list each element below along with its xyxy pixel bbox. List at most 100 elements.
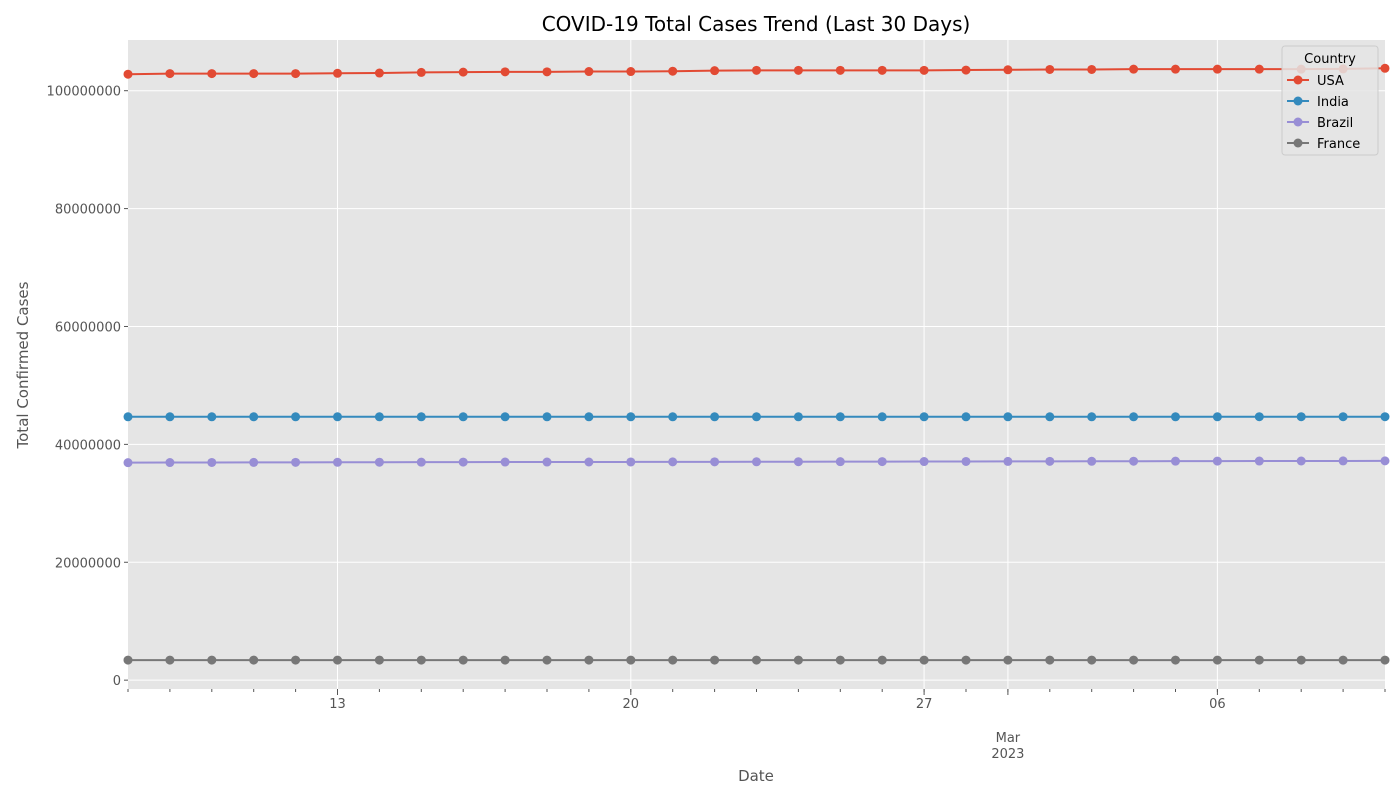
- data-point: [1129, 412, 1139, 422]
- data-point: [1338, 456, 1348, 466]
- data-point: [500, 655, 510, 665]
- data-point: [207, 655, 217, 665]
- data-point: [1003, 655, 1013, 665]
- data-point: [835, 457, 845, 467]
- data-point: [333, 655, 342, 665]
- legend-label: India: [1317, 95, 1349, 110]
- data-point: [1212, 412, 1222, 422]
- data-point: [249, 412, 259, 422]
- data-point: [542, 412, 552, 422]
- data-point: [249, 655, 259, 665]
- data-point: [249, 69, 259, 79]
- data-point: [668, 66, 678, 76]
- x-tick-label: 27: [916, 697, 933, 712]
- data-point: [123, 412, 133, 422]
- y-tick-label: 20000000: [55, 556, 121, 571]
- series-france: [123, 655, 1390, 665]
- data-point: [207, 412, 217, 422]
- data-point: [374, 457, 384, 467]
- data-point: [668, 457, 678, 467]
- legend-item-france: France: [1287, 137, 1360, 152]
- data-point: [793, 412, 803, 422]
- data-point: [291, 655, 301, 665]
- x-tick-label: Mar: [996, 731, 1021, 746]
- y-tick-label: 80000000: [55, 203, 121, 218]
- series-india: [123, 412, 1390, 422]
- data-point: [374, 655, 384, 665]
- legend-item-usa: USA: [1287, 74, 1344, 89]
- data-point: [1129, 655, 1139, 665]
- data-point: [793, 457, 803, 467]
- grid-lines: [128, 40, 1385, 689]
- data-point: [1212, 64, 1222, 74]
- x-tick-label: 06: [1209, 697, 1226, 712]
- data-point: [500, 67, 510, 77]
- data-point: [1254, 655, 1264, 665]
- data-point: [919, 65, 929, 75]
- data-point: [626, 655, 636, 665]
- data-point: [877, 412, 887, 422]
- data-point: [1380, 655, 1390, 665]
- legend-marker: [1293, 96, 1303, 106]
- data-point: [1045, 64, 1055, 74]
- data-point: [165, 458, 175, 468]
- data-point: [835, 65, 845, 75]
- data-point: [1254, 64, 1264, 74]
- data-point: [542, 457, 552, 467]
- data-point: [333, 68, 342, 78]
- data-point: [1212, 456, 1222, 466]
- data-point: [835, 655, 845, 665]
- data-point: [584, 457, 594, 467]
- plot-area: [128, 40, 1385, 689]
- y-tick-label: 60000000: [55, 320, 121, 335]
- series-brazil: [123, 456, 1390, 468]
- data-point: [1003, 412, 1013, 422]
- legend-item-brazil: Brazil: [1287, 116, 1353, 131]
- data-point: [1296, 412, 1306, 422]
- data-point: [1129, 64, 1139, 74]
- data-point: [1087, 412, 1097, 422]
- data-point: [710, 412, 720, 422]
- data-point: [458, 655, 468, 665]
- legend-items: USA India Brazil France: [1287, 74, 1360, 152]
- data-point: [626, 67, 636, 77]
- data-point: [919, 457, 929, 467]
- data-point: [1380, 412, 1390, 422]
- data-point: [165, 69, 175, 79]
- x-axis-label: Date: [738, 767, 774, 785]
- data-point: [1296, 655, 1306, 665]
- data-point: [710, 66, 720, 76]
- data-point: [374, 68, 384, 78]
- legend-item-india: India: [1287, 95, 1349, 110]
- x-tick-sublabel: 2023: [991, 747, 1024, 762]
- legend-title: Country: [1304, 52, 1356, 67]
- data-point: [1380, 63, 1390, 73]
- data-point: [1296, 456, 1306, 466]
- data-point: [416, 655, 426, 665]
- data-point: [291, 457, 301, 467]
- data-point: [123, 655, 133, 665]
- data-point: [877, 655, 887, 665]
- y-tick-label: 0: [113, 674, 121, 689]
- data-point: [668, 655, 678, 665]
- data-point: [458, 457, 468, 467]
- data-point: [835, 412, 845, 422]
- x-tick-label: 13: [329, 697, 346, 712]
- y-tick-label: 40000000: [55, 438, 121, 453]
- data-point: [458, 67, 468, 77]
- data-point: [1212, 655, 1222, 665]
- data-point: [710, 457, 720, 467]
- data-point: [793, 65, 803, 75]
- data-point: [793, 655, 803, 665]
- y-tick-label: 100000000: [47, 85, 121, 100]
- data-point: [877, 457, 887, 467]
- legend-label: France: [1317, 137, 1360, 152]
- data-point: [961, 65, 971, 75]
- data-point: [1254, 412, 1264, 422]
- data-point: [207, 69, 217, 79]
- data-point: [374, 412, 384, 422]
- data-point: [416, 67, 426, 77]
- data-point: [752, 655, 761, 665]
- data-point: [584, 655, 594, 665]
- data-point: [1045, 655, 1055, 665]
